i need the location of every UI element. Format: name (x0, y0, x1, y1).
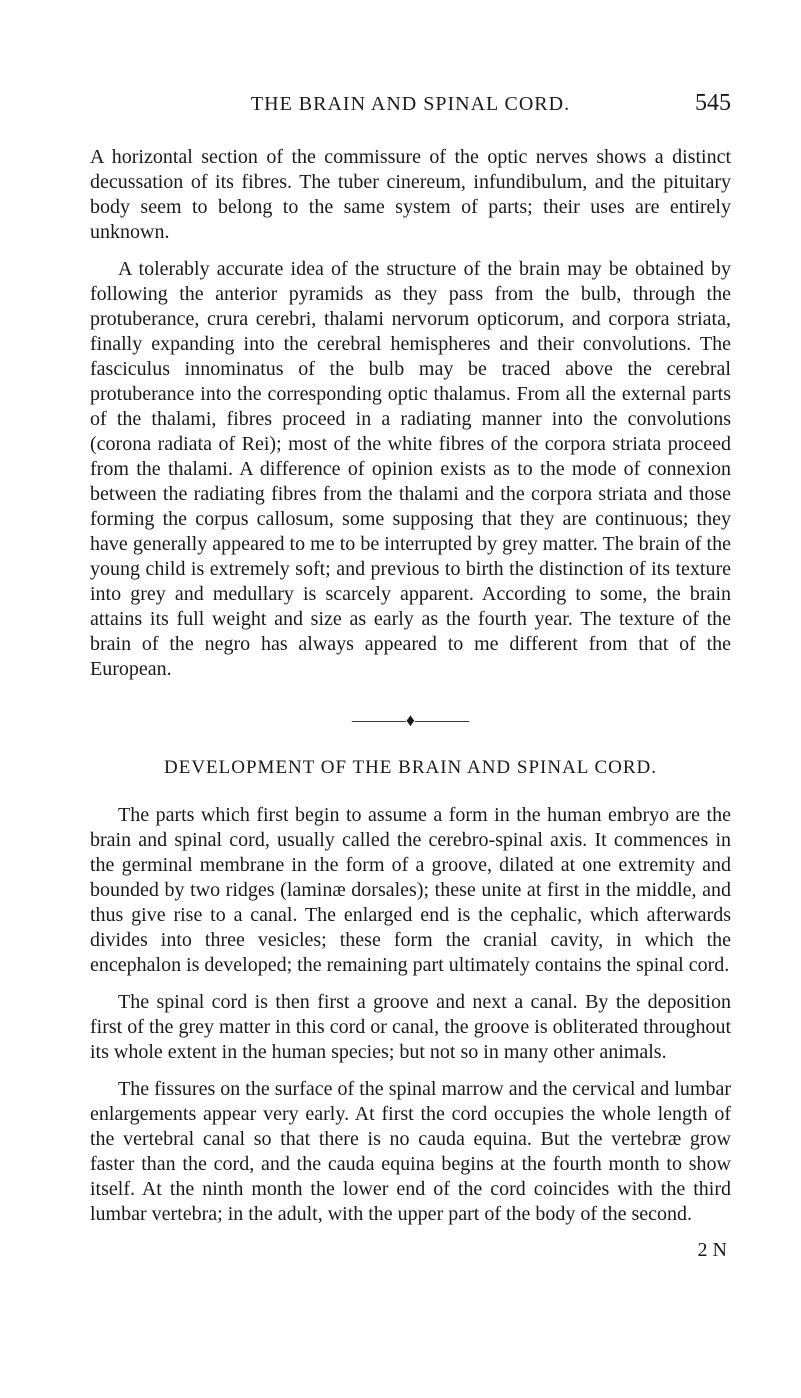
page-header: THE BRAIN AND SPINAL CORD. 545 (90, 90, 731, 117)
running-head: THE BRAIN AND SPINAL CORD. (150, 93, 671, 116)
dev-paragraph-1: The parts which first begin to assume a … (90, 803, 731, 978)
dev-paragraph-3: The fissures on the surface of the spina… (90, 1077, 731, 1227)
paragraph-2: A tolerably accurate idea of the structu… (90, 257, 731, 682)
page-number: 545 (671, 90, 731, 117)
section-divider: ———♦——— (90, 710, 731, 731)
dev-paragraph-2: The spinal cord is then first a groove a… (90, 990, 731, 1065)
paragraph-1: A horizontal section of the commissure o… (90, 145, 731, 245)
signature-mark: 2 N (90, 1239, 731, 1262)
section-heading: DEVELOPMENT OF THE BRAIN AND SPINAL CORD… (90, 757, 731, 779)
document-page: THE BRAIN AND SPINAL CORD. 545 A horizon… (0, 0, 801, 1398)
